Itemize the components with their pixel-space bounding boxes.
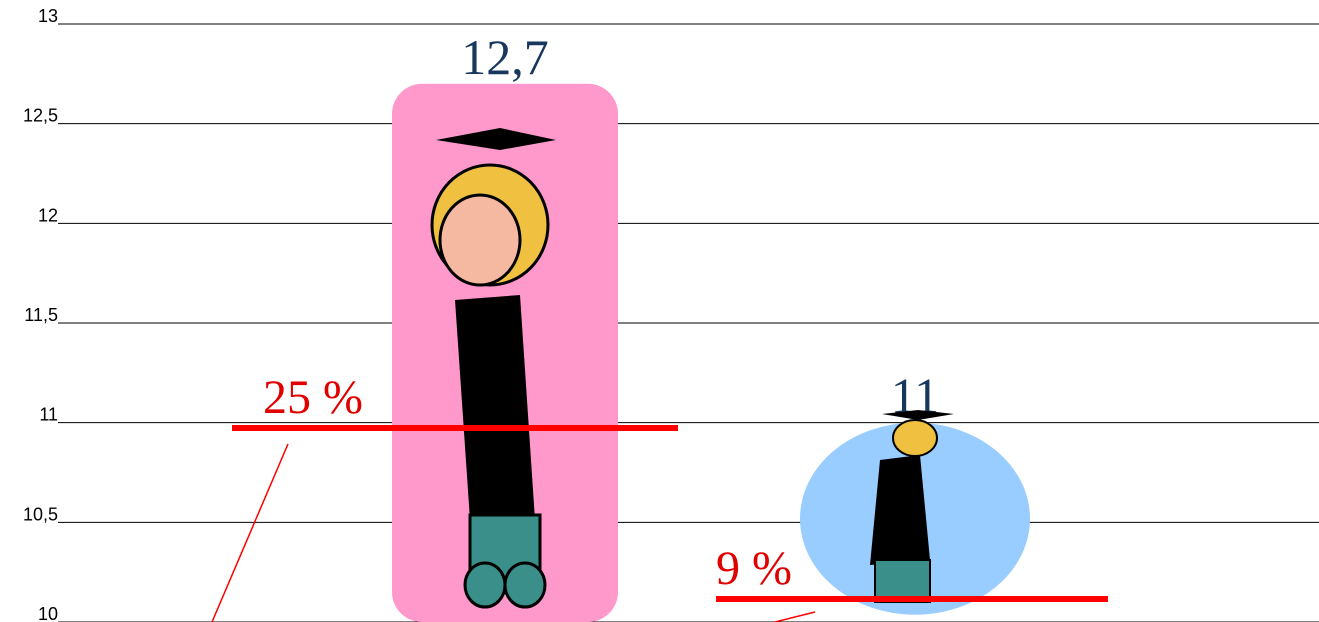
- legs: [874, 559, 931, 603]
- y-tick-label: 11: [39, 405, 58, 425]
- y-tick-label: 12,5: [23, 106, 58, 126]
- cap: [436, 128, 556, 150]
- shoe: [503, 561, 547, 609]
- shoe: [463, 561, 507, 609]
- hair: [892, 419, 938, 457]
- graduate-boy: [870, 410, 954, 603]
- y-tick-label: 10,5: [23, 504, 58, 524]
- gown: [455, 295, 535, 520]
- gown: [870, 455, 930, 565]
- annotation-pointer: [774, 611, 816, 622]
- y-tick-label: 12: [38, 205, 58, 225]
- face: [438, 193, 522, 287]
- y-tick-label: 10: [38, 604, 58, 622]
- value-label: 12,7: [461, 29, 549, 85]
- graduate-girl: [430, 128, 556, 609]
- cap: [882, 410, 954, 420]
- annotation-pointer: [211, 443, 289, 622]
- annotation: 9 %: [716, 542, 792, 595]
- annotation: 25 %: [263, 371, 363, 424]
- y-tick-label: 13: [38, 6, 58, 26]
- y-tick-label: 11,5: [24, 305, 58, 325]
